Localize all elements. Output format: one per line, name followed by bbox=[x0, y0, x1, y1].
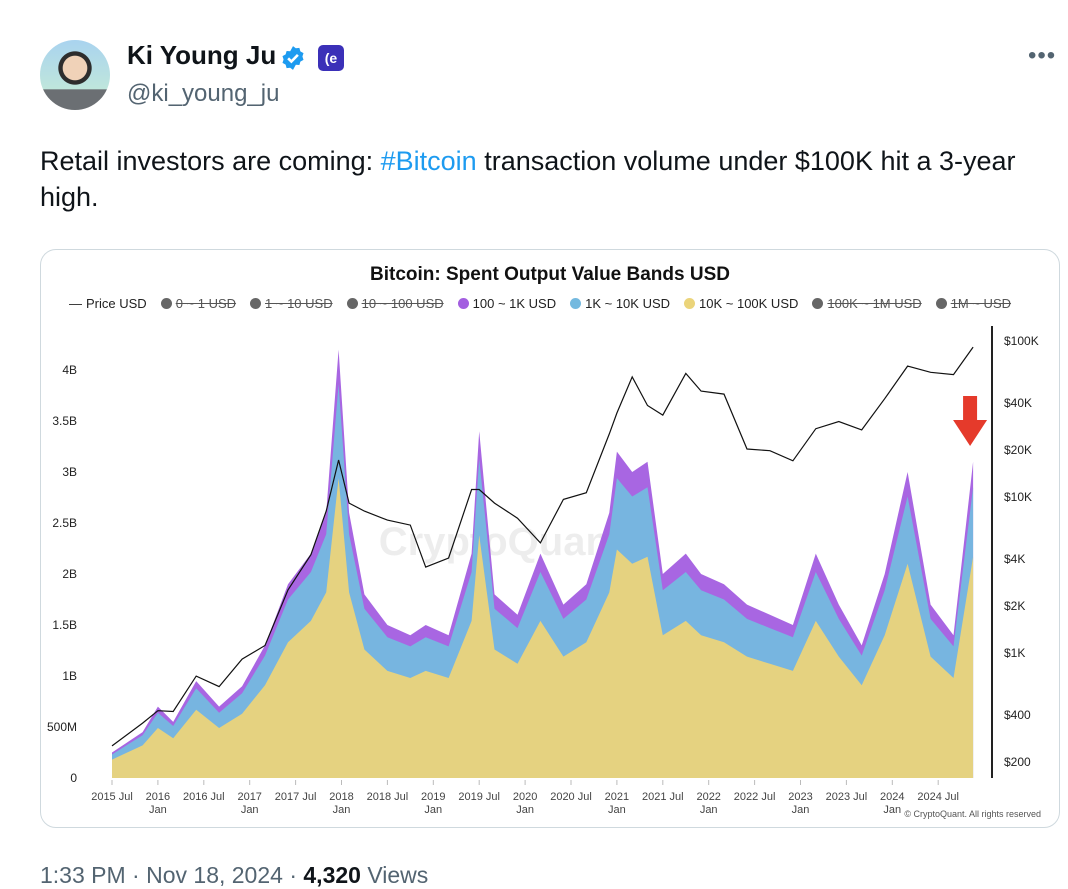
price-line bbox=[111, 346, 974, 747]
x-tick-label: 2021 Jul bbox=[642, 791, 684, 803]
y-tick-label: 1B bbox=[62, 669, 77, 683]
y2-tick-label: $2K bbox=[1004, 599, 1025, 613]
y-tick-label: 2B bbox=[62, 567, 77, 581]
tweet-text-part: Retail investors are coming: bbox=[40, 146, 381, 176]
line-marker-icon: — bbox=[69, 296, 82, 311]
avatar[interactable] bbox=[40, 40, 110, 110]
chart-credit: © CryptoQuant. All rights reserved bbox=[904, 809, 1041, 819]
legend-label: 1K ~ 10K USD bbox=[585, 296, 671, 311]
legend-item[interactable]: 100K ~ 1M USD bbox=[812, 296, 922, 311]
legend-label: 0 ~ 1 USD bbox=[175, 296, 237, 311]
x-tick-sublabel: Jan bbox=[700, 804, 718, 816]
x-tick-sublabel: Jan bbox=[149, 804, 167, 816]
legend-label: 1M ~ USD bbox=[950, 296, 1012, 311]
y-tick-label: 0 bbox=[70, 771, 77, 785]
x-tick-label: 2019 Jul bbox=[458, 791, 500, 803]
chart-plot: CryptoQuant 0 500M 1B 1.5B 2B 2.5B 3B 3.5B 4B $200… bbox=[47, 326, 1041, 819]
legend-label: 1 ~ 10 USD bbox=[265, 296, 333, 311]
x-tick-label: 2022 Jul bbox=[734, 791, 776, 803]
x-tick-sublabel: Jan bbox=[792, 804, 810, 816]
x-tick-label: 2017 Jul bbox=[275, 791, 317, 803]
x-tick-label: 2018 bbox=[329, 791, 353, 803]
legend-item[interactable]: 1 ~ 10 USD bbox=[250, 296, 333, 311]
legend-dot-icon bbox=[935, 298, 947, 309]
x-tick-label: 2015 Jul bbox=[91, 791, 133, 803]
tweet-meta: 1:33 PM · Nov 18, 2024 · 4,320 Views bbox=[40, 862, 428, 889]
legend-label: 10K ~ 100K USD bbox=[699, 296, 799, 311]
x-tick-label: 2024 Jul bbox=[917, 791, 959, 803]
separator: · bbox=[289, 862, 297, 888]
legend-dot-icon bbox=[160, 298, 172, 309]
legend-item[interactable]: — Price USD bbox=[69, 296, 147, 311]
y2-tick-label: $400 bbox=[1004, 708, 1031, 722]
views-count: 4,320 bbox=[303, 862, 361, 888]
legend-dot-icon bbox=[684, 298, 696, 309]
x-tick-label: 2023 bbox=[788, 791, 812, 803]
chart-image[interactable]: Bitcoin: Spent Output Value Bands USD — P… bbox=[40, 249, 1060, 828]
y-tick-label: 500M bbox=[47, 720, 77, 734]
y-tick-label: 4B bbox=[62, 363, 77, 377]
x-tick-label: 2018 Jul bbox=[367, 791, 409, 803]
band-10k-100k-area bbox=[112, 478, 974, 778]
y2-tick-label: $10K bbox=[1004, 490, 1032, 504]
y-tick-label: 1.5B bbox=[52, 618, 77, 632]
y-tick-label: 3.5B bbox=[52, 414, 77, 428]
x-tick-sublabel: Jan bbox=[241, 804, 259, 816]
legend-label: 10 ~ 100 USD bbox=[361, 296, 444, 311]
x-tick-label: 2016 Jul bbox=[183, 791, 225, 803]
views-label: Views bbox=[367, 862, 429, 888]
legend-label: 100 ~ 1K USD bbox=[472, 296, 557, 311]
y2-tick-label: $1K bbox=[1004, 646, 1025, 660]
tweet-date[interactable]: Nov 18, 2024 bbox=[146, 862, 283, 888]
chart-legend: — Price USD 0 ~ 1 USD 1 ~ 10 USD 10 ~ 100 US… bbox=[69, 296, 1011, 311]
legend-item[interactable]: 100 ~ 1K USD bbox=[457, 296, 557, 311]
x-tick-label: 2019 bbox=[421, 791, 445, 803]
x-tick-label: 2020 bbox=[513, 791, 537, 803]
legend-dot-icon bbox=[570, 298, 582, 309]
y2-tick-label: $200 bbox=[1004, 755, 1031, 769]
x-tick-label: 2020 Jul bbox=[550, 791, 592, 803]
author-handle[interactable]: @ki_young_ju bbox=[127, 80, 280, 107]
x-tick-label: 2021 bbox=[605, 791, 629, 803]
x-tick-label: 2023 Jul bbox=[826, 791, 868, 803]
x-tick-label: 2022 bbox=[696, 791, 720, 803]
y2-tick-label: $4K bbox=[1004, 552, 1025, 566]
x-tick-sublabel: Jan bbox=[608, 804, 626, 816]
tweet-time[interactable]: 1:33 PM bbox=[40, 862, 126, 888]
x-tick-label: 2016 bbox=[146, 791, 170, 803]
legend-dot-icon bbox=[346, 298, 358, 309]
tweet-text: Retail investors are coming: #Bitcoin tr… bbox=[40, 143, 1040, 215]
x-tick-sublabel: Jan bbox=[424, 804, 442, 816]
y-tick-label: 3B bbox=[62, 465, 77, 479]
chart-title: Bitcoin: Spent Output Value Bands USD bbox=[370, 264, 730, 285]
legend-item[interactable]: 10 ~ 100 USD bbox=[346, 296, 444, 311]
x-tick-sublabel: Jan bbox=[883, 804, 901, 816]
x-tick-sublabel: Jan bbox=[333, 804, 351, 816]
author-name[interactable]: Ki Young Ju bbox=[127, 40, 277, 70]
legend-item[interactable]: 10K ~ 100K USD bbox=[684, 296, 798, 311]
y2-tick-label: $100K bbox=[1004, 334, 1039, 348]
affiliate-badge-icon[interactable]: (e bbox=[318, 45, 344, 71]
ellipsis-icon[interactable]: ••• bbox=[1028, 42, 1057, 69]
legend-dot-icon bbox=[457, 298, 469, 309]
watermark: CryptoQuant bbox=[379, 520, 623, 564]
legend-dot-icon bbox=[812, 298, 824, 309]
x-tick-label: 2017 bbox=[237, 791, 261, 803]
legend-item[interactable]: 1K ~ 10K USD bbox=[570, 296, 670, 311]
y2-tick-label: $20K bbox=[1004, 443, 1032, 457]
legend-label: Price USD bbox=[86, 296, 147, 311]
tweet-text-part: transaction volume under $100K hit a 3-y… bbox=[40, 146, 1016, 212]
y2-tick-label: $40K bbox=[1004, 396, 1032, 410]
x-tick-sublabel: Jan bbox=[516, 804, 534, 816]
legend-label: 100K ~ 1M USD bbox=[827, 296, 922, 311]
separator: · bbox=[132, 862, 140, 888]
verified-badge-icon bbox=[282, 46, 304, 70]
legend-item[interactable]: 1M ~ USD bbox=[935, 296, 1012, 311]
down-arrow-icon bbox=[953, 396, 988, 446]
y-tick-label: 2.5B bbox=[52, 516, 77, 530]
legend-dot-icon bbox=[250, 298, 262, 309]
hashtag-link[interactable]: #Bitcoin bbox=[380, 146, 477, 176]
legend-item[interactable]: 0 ~ 1 USD bbox=[160, 296, 237, 311]
x-tick-label: 2024 bbox=[880, 791, 904, 803]
